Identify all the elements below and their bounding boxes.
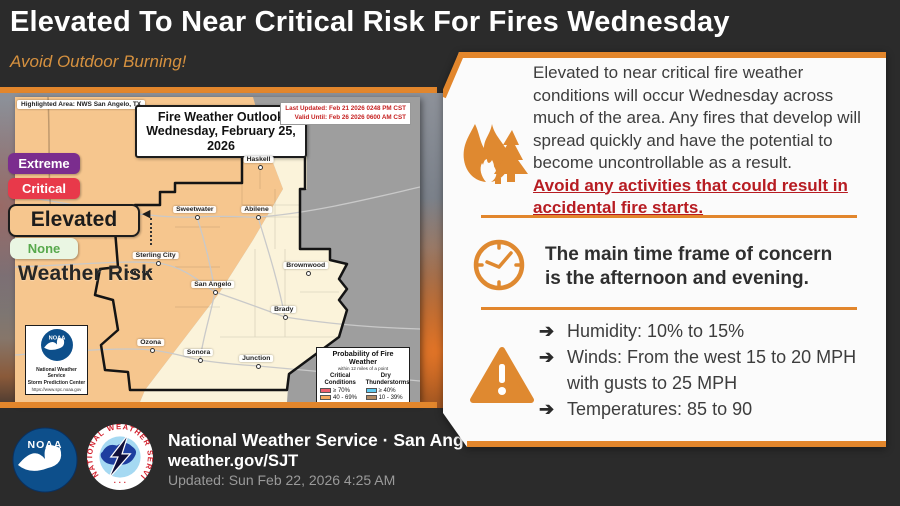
- swatch-critical-mid: [320, 394, 331, 401]
- spc-credit-box: NOAA National Weather Service Storm Pred…: [25, 325, 88, 395]
- footer-office-name: National Weather Service · San Angelo: [168, 430, 489, 450]
- noaa-logo: NOAA: [12, 427, 78, 493]
- city-dot-icon: [194, 214, 200, 220]
- legend-none: None: [10, 238, 78, 259]
- city-dot-icon: [212, 289, 218, 295]
- panel-divider: [481, 307, 857, 310]
- city-dot-icon: [257, 164, 263, 170]
- risk-legend-heading: Weather Risk: [18, 262, 154, 285]
- none-region-cream: [140, 189, 347, 402]
- noaa-seagull-icon: [43, 338, 64, 350]
- city-dot-icon: [155, 260, 161, 266]
- noaa-logo-small: NOAA: [40, 329, 73, 361]
- spc-credit-line1: National Weather Service: [36, 367, 77, 380]
- arrow-bullet-icon: ➔: [539, 347, 555, 367]
- svg-text:· · ·: · · ·: [114, 478, 127, 487]
- swatch-dry-mid: [365, 394, 377, 401]
- clock-icon: [473, 239, 525, 291]
- city-dot-icon: [282, 314, 288, 320]
- panel-divider: [481, 215, 857, 218]
- timeframe-text: The main time frame of concern is the af…: [545, 244, 833, 289]
- footer-updated-timestamp: Updated: Sun Feb 22, 2026 4:25 AM: [168, 472, 396, 488]
- conditions-bullet-list: ➔ Humidity: 10% to 15% ➔ Winds: From the w…: [539, 318, 875, 422]
- info-panel: Elevated to near critical fire weather c…: [443, 52, 886, 447]
- fire-weather-outlook-map: Highlighted Area: NWS San Angelo, TX Fir…: [8, 97, 420, 404]
- dry-thunderstorms-column: Dry Thunderstorms ≥ 40% 10 - 39%: [365, 372, 410, 401]
- map-bottom-divider: [0, 402, 437, 408]
- spc-url: https://www.spc.noaa.gov: [31, 386, 82, 392]
- noaa-seagull-icon: [18, 445, 62, 471]
- probability-legend-subtitle: within 12 miles of a point: [337, 365, 389, 371]
- nws-lightning-icon: [108, 433, 132, 480]
- legend-critical: Critical: [8, 178, 80, 199]
- outlook-title-box: Fire Weather Outlook Wednesday, February…: [135, 105, 307, 159]
- probability-legend: Probability of Fire Weather within 12 mi…: [316, 347, 410, 404]
- warning-triangle-icon: [470, 347, 534, 403]
- city-dot-icon: [305, 270, 311, 276]
- svg-text:NOAA: NOAA: [28, 439, 63, 451]
- update-stamp-box: Last Updated: Feb 21 2026 0248 PM CST Va…: [280, 102, 411, 125]
- critical-conditions-column: Critical Conditions ≥ 70% 40 - 69%: [320, 373, 360, 401]
- bullet-temperatures: ➔ Temperatures: 85 to 90: [539, 396, 875, 422]
- elevated-leader-line: [150, 218, 152, 245]
- swatch-dry-high: [365, 387, 377, 394]
- footer-website: weather.gov/SJT: [168, 452, 299, 470]
- outlook-title-line2: Wednesday, February 25, 2026: [146, 124, 296, 153]
- avoid-fire-starts-warning: Avoid any activities that could result i…: [533, 175, 848, 218]
- legend-extreme: Extreme: [8, 153, 80, 174]
- fire-tree-icon: [463, 124, 528, 184]
- bullet-winds: ➔ Winds: From the west 15 to 20 MPH with …: [539, 344, 875, 396]
- arrow-bullet-icon: ➔: [539, 321, 555, 341]
- situation-paragraph: Elevated to near critical fire weather c…: [533, 62, 879, 220]
- spc-credit-line2: Storm Prediction Center: [27, 379, 86, 386]
- probability-legend-title: Probability of Fire Weather: [332, 349, 394, 366]
- outlook-title-line1: Fire Weather Outlook: [157, 110, 285, 124]
- last-updated-text: Last Updated: Feb 21 2026 0248 PM CST: [285, 105, 406, 112]
- highlighted-area-label: Highlighted Area: NWS San Angelo, TX: [17, 100, 146, 109]
- risk-leader-dots: [127, 271, 152, 273]
- legend-elevated: Elevated: [8, 204, 140, 237]
- nws-logo: NATIONAL WEATHER SERVICE · · ·: [86, 423, 154, 490]
- arrow-bullet-icon: ➔: [539, 399, 555, 419]
- elevated-leader-arrow-icon: ◀: [142, 208, 151, 220]
- city-dot-icon: [197, 357, 203, 363]
- page-subtitle: Avoid Outdoor Burning!: [10, 52, 187, 71]
- svg-text:NOAA: NOAA: [48, 335, 65, 341]
- city-dot-icon: [255, 363, 261, 369]
- header-divider: [0, 87, 437, 93]
- city-dot-icon: [149, 347, 155, 353]
- info-panel-background: [443, 52, 886, 447]
- city-dot-icon: [255, 214, 261, 220]
- swatch-critical-high: [320, 387, 331, 394]
- bullet-humidity: ➔ Humidity: 10% to 15%: [539, 318, 875, 344]
- page-title: Elevated To Near Critical Risk For Fires…: [10, 6, 730, 38]
- valid-until-text: Valid Until: Feb 26 2026 0600 AM CST: [294, 113, 406, 121]
